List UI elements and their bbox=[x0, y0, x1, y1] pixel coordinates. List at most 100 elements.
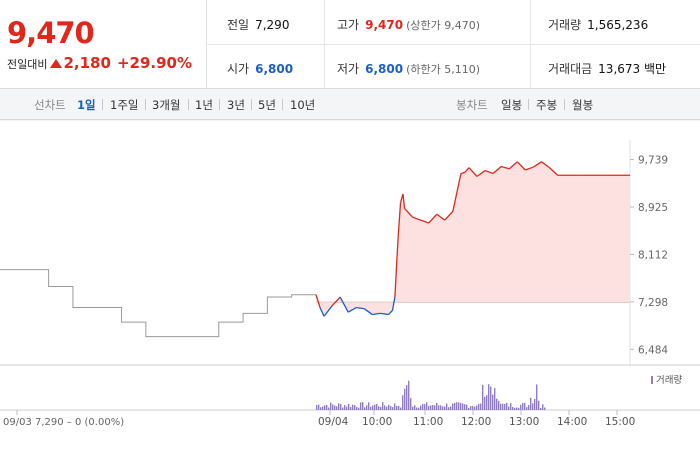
volume-bar bbox=[464, 404, 466, 410]
volume-bar bbox=[356, 406, 358, 410]
volume-bar bbox=[318, 404, 320, 410]
volume-bar bbox=[462, 403, 464, 410]
price-segment bbox=[484, 169, 494, 175]
volume-bar bbox=[516, 407, 518, 410]
volume-bar bbox=[358, 407, 360, 410]
volume-bar bbox=[518, 407, 520, 410]
price-segment bbox=[541, 161, 550, 169]
candle-tab-monthly[interactable]: 월봉 bbox=[572, 98, 594, 112]
period-tab-10y[interactable]: 10년 bbox=[290, 98, 316, 112]
period-tab-1y[interactable]: 1년 bbox=[195, 98, 213, 112]
volume-bar bbox=[510, 403, 512, 410]
y-tick-label: 6,484 bbox=[638, 344, 668, 356]
price-segment bbox=[468, 167, 478, 177]
price-segment bbox=[347, 306, 357, 313]
price-segment bbox=[402, 193, 406, 209]
volume-bar bbox=[334, 405, 336, 410]
volume-bar bbox=[468, 407, 470, 410]
period-tab-3m[interactable]: 3개월 bbox=[152, 98, 181, 112]
candle-tab-weekly[interactable]: 주봉 bbox=[536, 98, 558, 112]
volume-bar bbox=[354, 405, 356, 410]
volume-bar bbox=[420, 405, 422, 410]
volume-bar bbox=[448, 407, 450, 410]
price-segment bbox=[420, 219, 429, 224]
y-axis: 9,739 8,925 8,112 7,298 6,484 bbox=[630, 155, 668, 356]
change-percent: +29.90% bbox=[116, 54, 192, 72]
volume-bar bbox=[384, 405, 386, 410]
volume-bar bbox=[434, 405, 436, 410]
volume-legend-swatch bbox=[651, 376, 653, 384]
volume-bar bbox=[422, 403, 424, 410]
volume-bar bbox=[488, 384, 490, 410]
volume-bar bbox=[408, 380, 410, 410]
price-segment bbox=[395, 237, 399, 267]
volume-bar bbox=[342, 407, 344, 410]
volume-bar bbox=[540, 407, 542, 410]
price-segment bbox=[444, 210, 454, 221]
volume-bar bbox=[396, 405, 398, 410]
current-price: 9,470 bbox=[7, 16, 95, 50]
volume-bar bbox=[426, 402, 428, 410]
volume-bar bbox=[404, 388, 406, 410]
volume-bar bbox=[362, 402, 364, 410]
x-tick-label: 13:00 bbox=[509, 416, 539, 428]
volume-bar bbox=[402, 395, 404, 410]
price-segment bbox=[492, 166, 502, 174]
price-chart[interactable]: 9,739 8,925 8,112 7,298 6,484 거래량 09/04 10:00… bbox=[0, 120, 700, 450]
volume-bar bbox=[416, 407, 418, 410]
prev-day-series bbox=[0, 269, 316, 338]
price-box: 9,470 전일대비 2,180 +29.90% bbox=[0, 0, 207, 88]
price-segment bbox=[412, 216, 421, 221]
volume-bar bbox=[390, 406, 392, 410]
y-tick-label: 9,739 bbox=[638, 155, 668, 167]
stat-open: 시가 6,800 bbox=[227, 62, 294, 76]
x-tick-label: 14:00 bbox=[557, 416, 587, 428]
divider bbox=[102, 99, 103, 110]
volume-bar bbox=[490, 386, 492, 410]
price-segment bbox=[533, 161, 542, 168]
divider bbox=[282, 99, 283, 110]
period-tab-1d[interactable]: 1일 bbox=[77, 98, 96, 112]
x-tick-label: 09/04 bbox=[318, 416, 349, 428]
period-tab-1w[interactable]: 1주일 bbox=[110, 98, 139, 112]
y-tick-label: 8,925 bbox=[638, 202, 668, 214]
volume-bar bbox=[322, 406, 324, 410]
x-tick-label: 11:00 bbox=[413, 416, 443, 428]
period-tab-3y[interactable]: 3년 bbox=[227, 98, 245, 112]
volume-bar bbox=[476, 405, 478, 410]
divider bbox=[207, 44, 700, 45]
volume-bar bbox=[336, 406, 338, 410]
price-segment bbox=[500, 165, 510, 170]
x-tick-label: 15:00 bbox=[605, 416, 635, 428]
period-tab-5y[interactable]: 5년 bbox=[258, 98, 276, 112]
volume-bar bbox=[504, 404, 506, 410]
volume-bar bbox=[528, 405, 530, 410]
volume-bar bbox=[424, 404, 426, 410]
price-segment bbox=[525, 166, 534, 171]
volume-bar bbox=[534, 399, 536, 410]
x-tick-label: 10:00 bbox=[362, 416, 392, 428]
volume-bar bbox=[456, 402, 458, 410]
divider bbox=[188, 99, 189, 110]
candle-tab-daily[interactable]: 일봉 bbox=[501, 98, 523, 112]
volume-bar bbox=[364, 407, 366, 410]
volume-bar bbox=[360, 402, 362, 410]
volume-bar bbox=[502, 403, 504, 410]
volume-bar bbox=[374, 404, 376, 410]
volume-bar bbox=[414, 405, 416, 410]
x-axis: 09/04 10:00 11:00 12:00 13:00 14:00 15:00 09/03… bbox=[3, 410, 635, 428]
volume-bar bbox=[376, 403, 378, 410]
price-segment bbox=[404, 208, 414, 218]
price-segment bbox=[436, 213, 446, 221]
volume-bar bbox=[366, 405, 368, 410]
price-segment bbox=[387, 310, 393, 315]
volume-bar bbox=[328, 407, 330, 410]
volume-bar bbox=[350, 407, 352, 410]
volume-bar bbox=[522, 403, 524, 410]
volume-bar bbox=[544, 407, 546, 410]
stat-turnover: 거래대금 13,673 백만 bbox=[548, 62, 667, 76]
volume-bar bbox=[514, 407, 516, 410]
price-segment bbox=[397, 202, 402, 238]
price-segment bbox=[394, 266, 398, 298]
change-amount: 2,180 bbox=[63, 54, 111, 72]
